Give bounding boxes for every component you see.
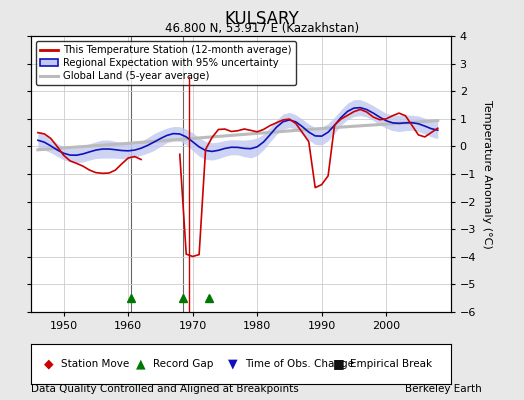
Text: KULSARY: KULSARY [225,10,299,28]
Text: Empirical Break: Empirical Break [350,359,432,369]
Text: ◆: ◆ [44,358,53,370]
Text: Record Gap: Record Gap [153,359,213,369]
Text: Station Move: Station Move [61,359,129,369]
Text: Berkeley Earth: Berkeley Earth [406,384,482,394]
Text: ▼: ▼ [228,358,238,370]
Legend: This Temperature Station (12-month average), Regional Expectation with 95% uncer: This Temperature Station (12-month avera… [37,41,296,85]
Text: Time of Obs. Change: Time of Obs. Change [245,359,354,369]
Text: Data Quality Controlled and Aligned at Breakpoints: Data Quality Controlled and Aligned at B… [31,384,299,394]
Text: ▲: ▲ [136,358,146,370]
Text: ■: ■ [333,358,345,370]
Y-axis label: Temperature Anomaly (°C): Temperature Anomaly (°C) [482,100,492,248]
Text: 46.800 N, 53.917 E (Kazakhstan): 46.800 N, 53.917 E (Kazakhstan) [165,22,359,35]
